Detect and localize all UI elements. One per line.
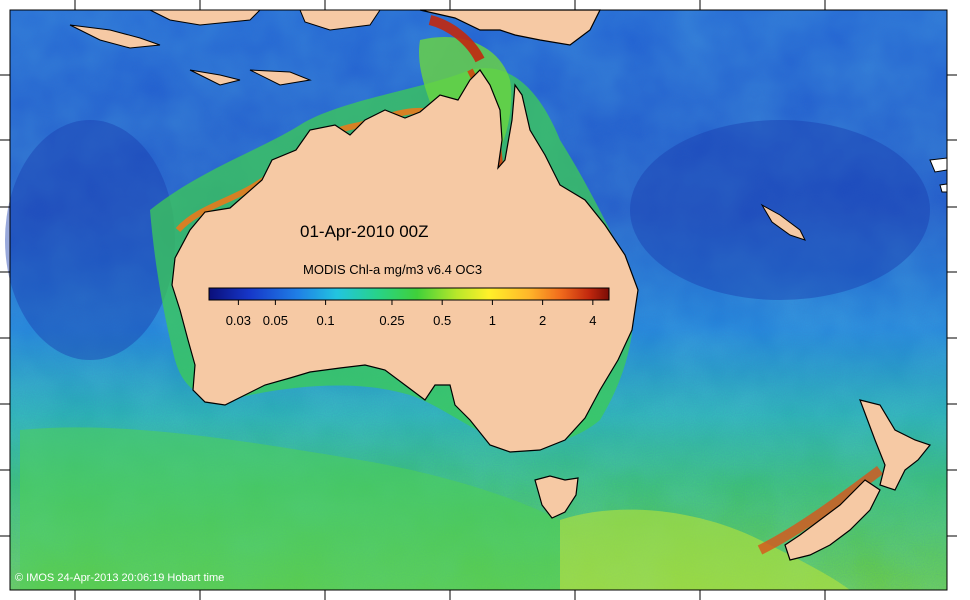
credit-line: © IMOS 24-Apr-2013 20:06:19 Hobart time [15, 572, 225, 584]
new-guinea-landmass [419, 9, 601, 46]
colorbar-title: MODIS Chl-a mg/m3 v6.4 OC3 [303, 262, 483, 277]
colorbar-tick-label: 0.05 [262, 313, 289, 328]
date-title: 01-Apr-2010 00Z [300, 222, 429, 241]
indonesia-islands [69, 9, 381, 86]
colorbar-tick-label: 2 [538, 313, 547, 328]
colorbar-tick-label: 0.25 [379, 313, 405, 328]
colorbar [208, 287, 610, 301]
southern-bloom-1 [560, 509, 850, 590]
map-border [9, 9, 948, 591]
nz-south-island [784, 479, 881, 561]
nz-north-island [859, 399, 932, 491]
indian-ocean-gyre [5, 120, 175, 360]
colorbar-tick-label: 0.5 [433, 313, 452, 328]
tasmania-landmass [534, 475, 579, 519]
land-layer [69, 9, 948, 561]
australia-landmass [171, 69, 639, 453]
southern-bloom-2 [20, 427, 560, 590]
new-guinea-bloom [428, 15, 485, 63]
coral-sea-gyre [630, 120, 930, 300]
colorbar-tick-label: 4 [589, 313, 597, 328]
colorbar-tick-label: 1 [488, 313, 497, 328]
colorbar-tick-marks [237, 300, 594, 305]
colorbar-tick-label: 0.03 [225, 313, 252, 328]
colorbar-tick-label: 0.1 [316, 313, 335, 328]
new-caledonia [760, 203, 806, 241]
